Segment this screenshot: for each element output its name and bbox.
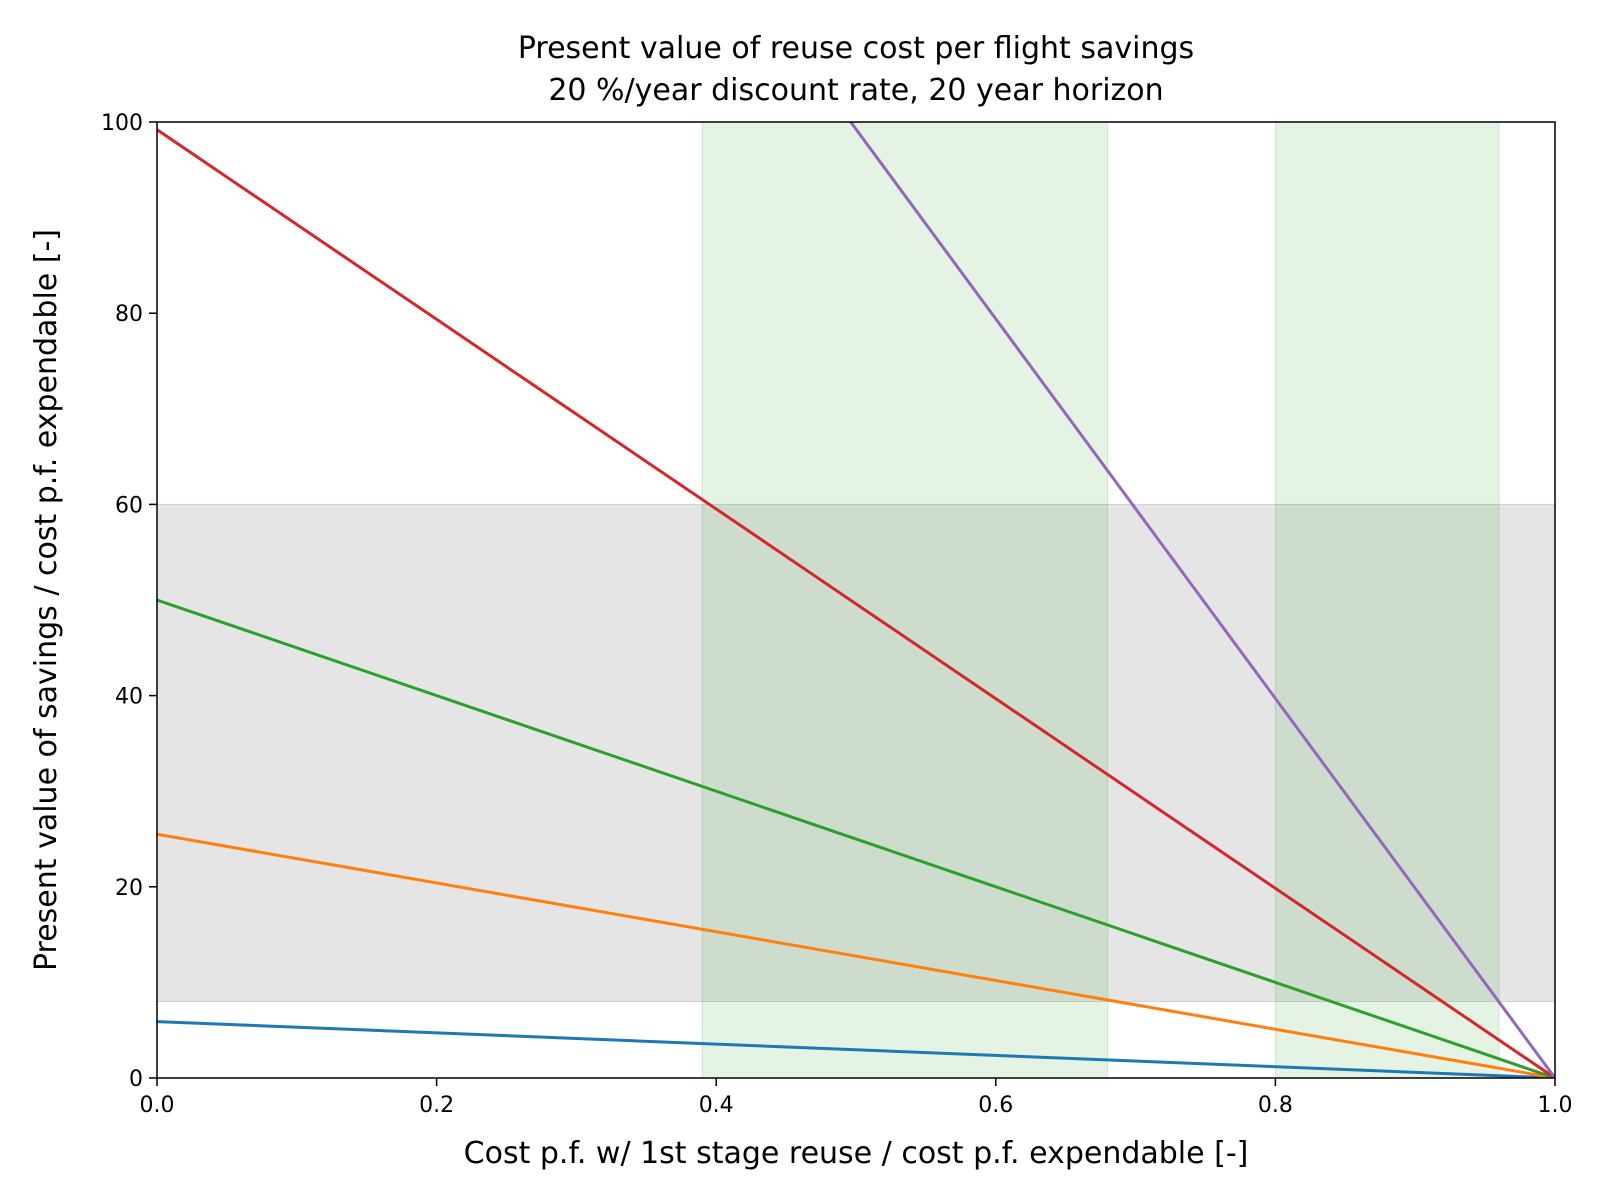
y-tick-label: 20 [115, 876, 143, 901]
series-line-1 [157, 1020, 1555, 1078]
series-line-2 [157, 832, 1555, 1078]
plot-frame [156, 121, 1556, 1079]
chart-title-line2: 20 %/year discount rate, 20 year horizon [548, 73, 1163, 108]
y-tick-label: 100 [101, 111, 143, 136]
y-tick-label: 40 [115, 685, 143, 710]
chart-title-line1: Present value of reuse cost per flight s… [518, 31, 1194, 66]
shaded-regions [156, 121, 1556, 1079]
shaded-region-3 [1274, 121, 1500, 1079]
series-line-5 [848, 122, 1555, 1078]
y-tick-label: 60 [115, 493, 143, 518]
x-tick-label: 0.0 [140, 1093, 175, 1118]
series-lines [157, 122, 1555, 1078]
shaded-region-2 [701, 121, 1109, 1079]
series-line-4 [157, 128, 1555, 1078]
y-axis-ticks: 0 20 40 60 80 100 [101, 111, 157, 1092]
x-tick-label: 1.0 [1538, 1093, 1573, 1118]
x-tick-label: 0.4 [699, 1093, 734, 1118]
x-tick-label: 0.8 [1258, 1093, 1293, 1118]
y-tick-label: 0 [129, 1067, 143, 1092]
x-axis-ticks: 0.0 0.2 0.4 0.6 0.8 1.0 [140, 1078, 1573, 1118]
series-line-3 [157, 598, 1555, 1078]
x-axis-label: Cost p.f. w/ 1st stage reuse / cost p.f.… [464, 1136, 1249, 1171]
y-axis-label: Present value of savings / cost p.f. exp… [29, 229, 64, 971]
y-tick-label: 80 [115, 302, 143, 327]
x-tick-label: 0.2 [419, 1093, 454, 1118]
x-tick-label: 0.6 [978, 1093, 1013, 1118]
